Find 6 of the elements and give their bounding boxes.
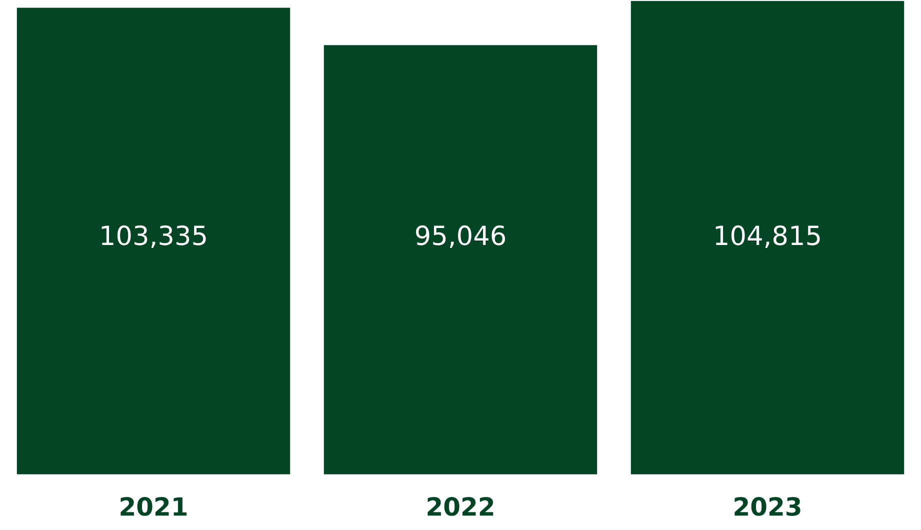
x-tick-label: 2021 [120,497,187,516]
x-tick-label: 2022 [428,497,494,516]
data-label: 95,046 [416,225,506,248]
data-label: 103,335 [102,225,206,248]
data-label: 104,815 [716,225,820,248]
x-tick-label: 2023 [734,497,800,516]
